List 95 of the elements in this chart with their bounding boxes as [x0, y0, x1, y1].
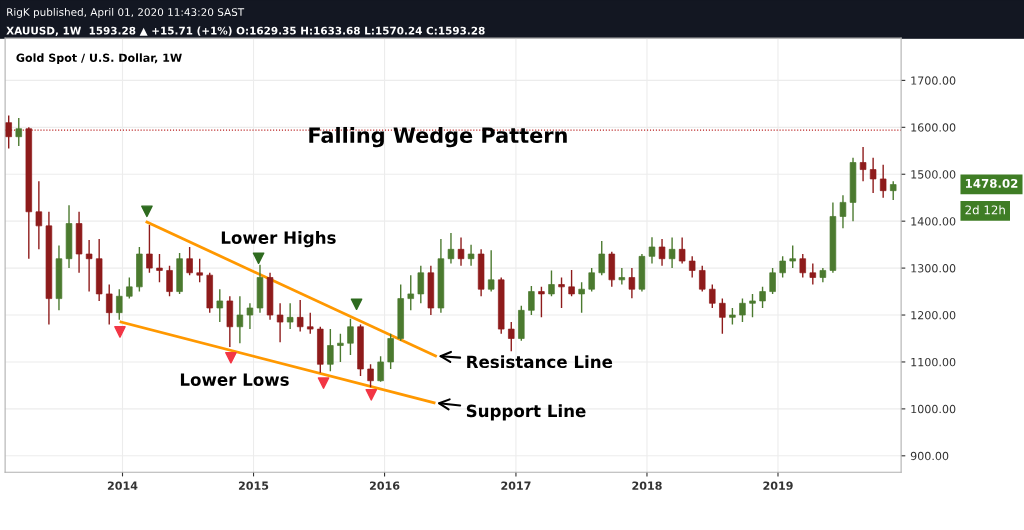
- candlestick: [839, 194, 847, 229]
- y-tick-label: 1200.00: [911, 311, 956, 320]
- annotation: Lower Lows: [180, 373, 289, 386]
- candlestick: [799, 253, 806, 279]
- candlestick: [186, 246, 193, 276]
- candlestick: [719, 297, 726, 335]
- candlestick: [5, 114, 12, 150]
- text: 1478.02: [965, 178, 1018, 188]
- point: [365, 388, 378, 401]
- x-tick-label: 2018: [632, 481, 662, 490]
- candlestick: [377, 355, 384, 383]
- candlestick: [337, 333, 344, 363]
- x-tick-label: 2016: [369, 481, 400, 490]
- y-tick-label: 1600.00: [911, 123, 956, 132]
- y-tick-label: 1300.00: [911, 264, 956, 273]
- point: [114, 326, 126, 338]
- candlestick: [276, 302, 284, 343]
- candlestick: [286, 302, 294, 330]
- annotation: Lower Highs: [221, 231, 336, 248]
- candlestick: [789, 244, 796, 269]
- y-tick-label: 1500.00: [911, 170, 956, 179]
- y-tick-label: 1000.00: [911, 404, 956, 414]
- candlestick: [166, 265, 173, 297]
- candlestick: [156, 253, 163, 283]
- candlestick: [749, 293, 756, 319]
- point: [252, 252, 265, 265]
- candlestick: [668, 236, 676, 269]
- candlestick: [327, 328, 334, 373]
- candlestick: [467, 243, 475, 267]
- candlestick: [678, 236, 686, 265]
- candlestick: [688, 255, 696, 279]
- text: Gold Spot / U.S. Dollar, 1W: [16, 53, 182, 65]
- candlestick: [578, 281, 585, 314]
- candlestick: [548, 269, 555, 297]
- candlestick: [457, 236, 465, 267]
- candlestick: [759, 286, 766, 309]
- candlestick: [709, 283, 716, 309]
- candlestick: [558, 276, 565, 309]
- candlestick: [859, 146, 867, 182]
- candlestick: [648, 236, 656, 265]
- candlestick: [658, 238, 666, 267]
- candlestick: [588, 267, 595, 293]
- candlestick: [779, 255, 786, 279]
- x-tick-label: 2015: [238, 481, 269, 490]
- candlestick: [528, 285, 535, 316]
- text: 2d 12h: [965, 205, 1005, 215]
- candlestick: [367, 363, 374, 388]
- candlestick: [347, 318, 354, 356]
- candlestick: [146, 224, 153, 274]
- candlestick: [236, 295, 244, 344]
- candlestick: [307, 311, 314, 335]
- y-tick-label: 1100.00: [911, 357, 956, 367]
- candlestick: [126, 276, 133, 300]
- candlestick: [196, 258, 203, 283]
- candlestick: [487, 249, 495, 293]
- candlestick: [538, 286, 545, 319]
- x-tick-label: 2017: [501, 481, 531, 490]
- x-tick-label: 2019: [763, 481, 793, 490]
- candlestick: [618, 267, 626, 286]
- candlestick: [508, 321, 515, 352]
- candlestick: [739, 297, 746, 323]
- candlestick: [598, 240, 605, 276]
- candlestick: [699, 265, 706, 293]
- candlestick: [769, 267, 776, 295]
- candlestick: [417, 265, 425, 304]
- candlestick: [296, 299, 304, 333]
- text: XAUUSD, 1W 1593.28 ▲ +15.71 (+1%) O:1629.35 H:1633.68 L:1570.24 C:1593.28: [6, 26, 485, 36]
- annotation: Falling Wedge Pattern: [309, 126, 567, 148]
- candlestick: [869, 157, 877, 194]
- point: [350, 298, 363, 311]
- candlestick: [246, 302, 254, 330]
- point: [317, 377, 330, 389]
- candlestick: [106, 283, 113, 326]
- candlestick: [85, 239, 93, 293]
- candlestick: [879, 164, 887, 199]
- candlestick: [387, 333, 394, 370]
- y-tick-label: 900.00: [910, 451, 949, 461]
- candlestick: [216, 288, 224, 323]
- candlestick: [116, 288, 123, 321]
- candlestick: [890, 180, 897, 201]
- candlestick: [35, 180, 43, 251]
- candlestick: [407, 274, 414, 312]
- x-tick-label: 2014: [107, 481, 138, 490]
- point: [225, 351, 237, 364]
- candlestick: [15, 117, 22, 147]
- candlestick: [628, 267, 636, 299]
- point: [141, 205, 153, 218]
- candlestick: [568, 269, 575, 297]
- candlestick: [447, 232, 455, 265]
- y-tick-label: 1400.00: [911, 217, 956, 226]
- y-tick-label: 1700.00: [911, 76, 956, 85]
- annotation: Support Line: [466, 404, 586, 421]
- candlestick: [809, 262, 817, 286]
- text: RigK published, April 01, 2020 11:43:20 SAST: [7, 7, 245, 19]
- annotation: Resistance Line: [467, 355, 613, 369]
